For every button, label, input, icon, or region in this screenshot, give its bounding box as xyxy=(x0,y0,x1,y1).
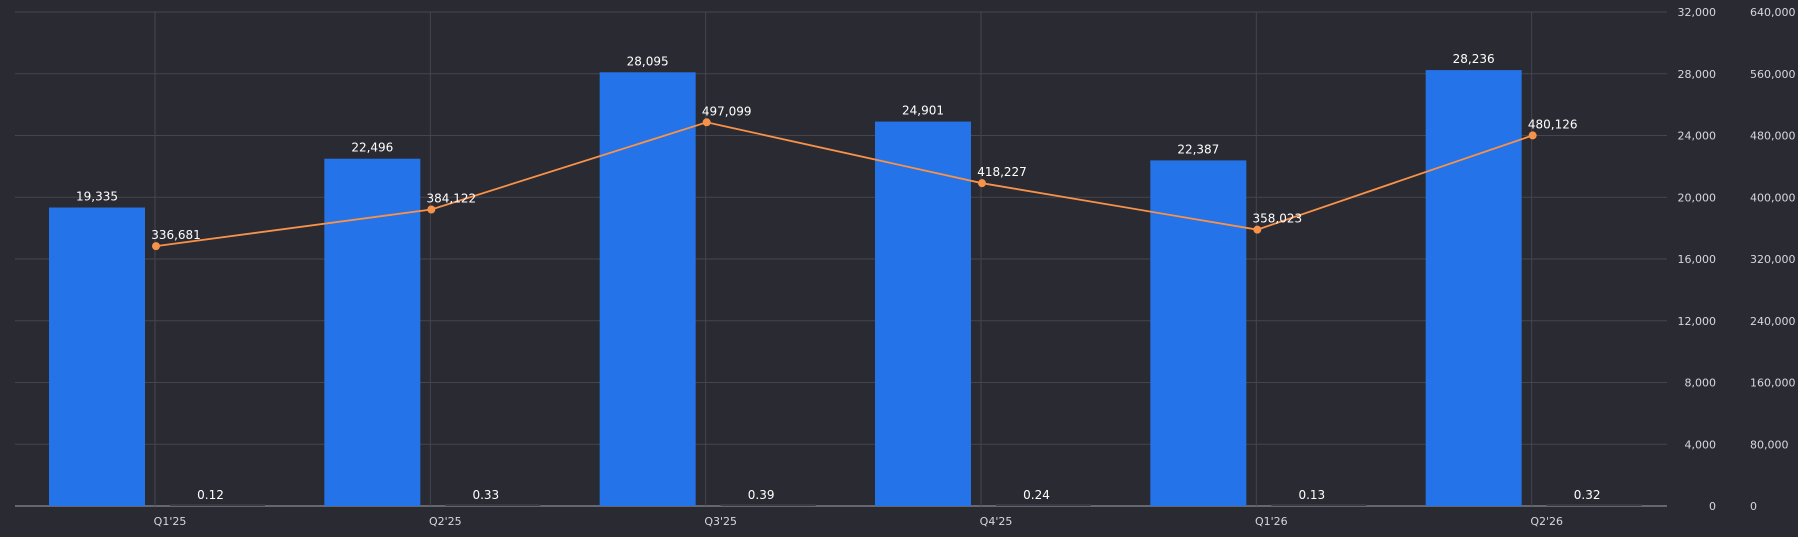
line-value-label: 497,099 xyxy=(702,104,752,118)
bar xyxy=(599,72,696,506)
y-left-tick-label: 28,000 xyxy=(1678,68,1717,81)
bar-value-label: 22,387 xyxy=(1177,142,1219,156)
secondary-bar xyxy=(1271,504,1367,506)
y-left-tick-label: 32,000 xyxy=(1678,6,1717,19)
axes: 0 0 4,000 80,000 8,000 160,000 12,000 240,000 16… xyxy=(154,6,1796,528)
bar xyxy=(49,207,145,506)
y-right-tick-label: 400,000 xyxy=(1750,191,1796,204)
y-left-tick-label: 20,000 xyxy=(1678,191,1717,204)
line-value-label: 418,227 xyxy=(977,165,1027,179)
secondary-bar xyxy=(720,504,816,506)
y-right-tick-label: 160,000 xyxy=(1750,377,1796,390)
bar-value-label: 24,901 xyxy=(902,104,944,118)
x-tick-label: Q3'25 xyxy=(704,515,737,528)
y-right-tick-label: 80,000 xyxy=(1750,438,1789,451)
bar-value-label: 22,496 xyxy=(351,141,393,155)
line-point xyxy=(152,242,160,251)
secondary-bar-value-label: 0.24 xyxy=(1023,488,1050,502)
y-left-tick-label: 12,000 xyxy=(1678,315,1717,328)
y-left-tick-label: 24,000 xyxy=(1678,130,1717,143)
x-tick-label: Q2'26 xyxy=(1530,515,1563,528)
y-right-tick-label: 0 xyxy=(1750,500,1757,513)
y-right-tick-label: 640,000 xyxy=(1750,6,1796,19)
line-value-label: 358,023 xyxy=(1253,212,1303,226)
y-right-tick-label: 320,000 xyxy=(1750,253,1796,266)
secondary-bar-value-label: 0.33 xyxy=(472,488,499,502)
line-point xyxy=(702,118,711,127)
secondary-bar-value-label: 0.32 xyxy=(1574,488,1601,502)
line-point xyxy=(1528,131,1537,140)
bar-value-label: 28,095 xyxy=(627,54,669,68)
x-tick-label: Q2'25 xyxy=(429,515,462,528)
y-right-tick-label: 480,000 xyxy=(1750,130,1796,143)
series-line xyxy=(155,121,1533,248)
gridlines xyxy=(15,11,1667,507)
y-right-tick-label: 560,000 xyxy=(1750,68,1796,81)
y-left-tick-label: 8,000 xyxy=(1685,377,1717,390)
bar xyxy=(875,121,971,506)
x-tick-label: Q1'26 xyxy=(1255,515,1288,528)
line-value-label: 480,126 xyxy=(1528,117,1578,131)
data-labels: 19,335 22,496 28,095 24,901 22,387 28,236 0.12… xyxy=(76,52,1601,502)
bar-series xyxy=(49,70,1522,506)
y-left-tick-label: 0 xyxy=(1709,500,1716,513)
bar xyxy=(1150,160,1247,506)
secondary-bar-series xyxy=(170,504,1642,506)
secondary-bar xyxy=(170,504,265,506)
y-right-tick-label: 240,000 xyxy=(1750,315,1796,328)
bar xyxy=(1425,70,1522,506)
bar-value-label: 28,236 xyxy=(1453,52,1495,66)
secondary-bar-value-label: 0.13 xyxy=(1298,488,1325,502)
line-point xyxy=(978,179,986,188)
bar xyxy=(324,158,421,506)
line-point xyxy=(1253,225,1262,234)
line-value-label: 336,681 xyxy=(151,228,201,242)
secondary-bar xyxy=(445,504,541,506)
y-left-tick-label: 4,000 xyxy=(1685,438,1717,451)
secondary-bar xyxy=(1546,504,1642,506)
bar-value-label: 19,335 xyxy=(76,190,118,204)
secondary-bar-value-label: 0.12 xyxy=(197,488,224,502)
line-series xyxy=(152,118,1537,251)
secondary-bar-value-label: 0.39 xyxy=(748,488,775,502)
x-tick-label: Q1'25 xyxy=(154,515,187,528)
y-left-tick-label: 16,000 xyxy=(1678,253,1717,266)
line-value-label: 384,122 xyxy=(427,192,477,206)
secondary-bar xyxy=(996,504,1091,506)
line-point xyxy=(427,205,436,214)
x-tick-label: Q4'25 xyxy=(980,515,1013,528)
